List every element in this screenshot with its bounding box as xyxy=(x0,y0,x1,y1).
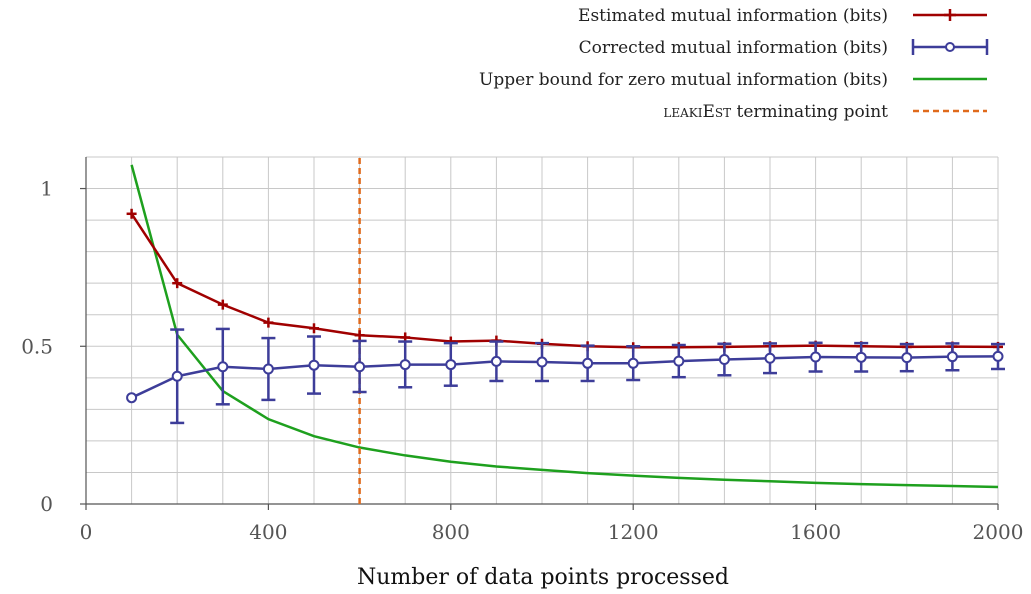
point-corrected xyxy=(171,370,183,382)
legend: Estimated mutual information (bits) Corr… xyxy=(479,6,989,122)
point-corrected xyxy=(308,359,320,371)
legend-label-upper-bound: Upper bound for zero mutual information … xyxy=(479,70,888,90)
point-estimated xyxy=(309,323,319,334)
point-corrected xyxy=(262,363,274,375)
y-tick-label: 1 xyxy=(40,177,53,201)
series-line-upper-bound xyxy=(130,164,999,489)
point-estimated xyxy=(354,330,365,341)
point-corrected xyxy=(901,352,913,364)
legend-label-terminating-suffix: terminating point xyxy=(731,102,888,122)
point-corrected xyxy=(810,351,822,363)
x-tick-label: 400 xyxy=(249,520,287,544)
point-estimated xyxy=(217,299,228,310)
x-tick-label: 2000 xyxy=(973,520,1024,544)
x-tick-label: 1200 xyxy=(608,520,659,544)
legend-label-terminating: leakiEst terminating point xyxy=(663,102,888,122)
series-line-estimated xyxy=(130,213,999,349)
y-tick-label: 0.5 xyxy=(21,334,53,358)
x-axis-label: Number of data points processed xyxy=(357,565,729,590)
point-corrected xyxy=(399,359,411,371)
point-corrected xyxy=(764,352,776,364)
series-layer xyxy=(126,157,1005,504)
point-corrected xyxy=(536,356,548,368)
point-estimated xyxy=(172,278,183,289)
point-estimated xyxy=(263,317,274,328)
x-tick-label: 1600 xyxy=(790,520,841,544)
legend-swatch-corrected xyxy=(911,39,989,55)
point-corrected xyxy=(445,359,457,371)
point-corrected xyxy=(354,361,366,373)
legend-label-estimated: Estimated mutual information (bits) xyxy=(578,6,888,26)
series-line-corrected xyxy=(131,355,999,399)
x-tick-label: 800 xyxy=(432,520,470,544)
point-corrected xyxy=(582,357,594,369)
legend-label-terminating-tool: leakiEst xyxy=(663,102,731,122)
point-corrected xyxy=(946,351,958,363)
x-tick-label: 0 xyxy=(80,520,93,544)
point-corrected xyxy=(490,355,502,367)
point-corrected xyxy=(992,350,1004,362)
y-tick-label: 0 xyxy=(40,492,53,516)
grid xyxy=(86,156,999,504)
point-corrected xyxy=(718,354,730,366)
point-corrected xyxy=(217,361,229,373)
point-corrected xyxy=(855,351,867,363)
axes xyxy=(80,157,999,510)
tick-labels: 0 400 800 1200 1600 2000 0 0.5 1 xyxy=(21,177,1023,544)
legend-label-corrected: Corrected mutual information (bits) xyxy=(579,38,888,58)
point-corrected xyxy=(126,392,138,404)
point-estimated xyxy=(126,208,137,219)
legend-swatch-estimated xyxy=(913,9,987,21)
point-corrected xyxy=(673,355,685,367)
point-corrected xyxy=(627,357,639,369)
